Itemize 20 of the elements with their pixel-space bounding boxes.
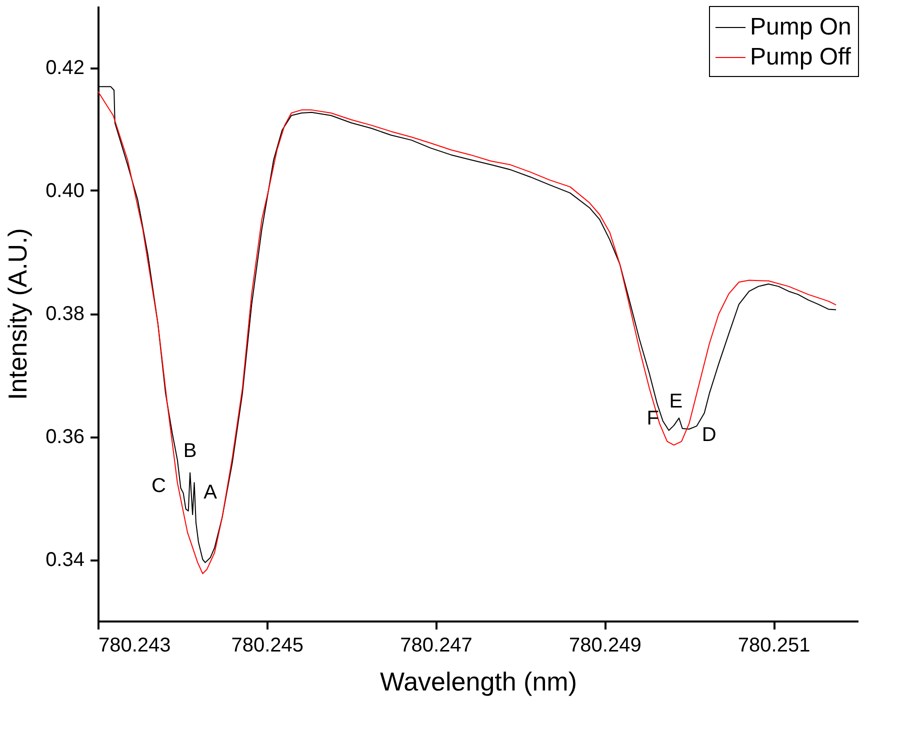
y-tick-label: 0.34 [46,549,84,571]
annotation: B [183,440,197,462]
annotation: D [702,424,716,446]
x-tick-label: 780.249 [569,634,642,656]
y-axis-title: Intensity (A.U.) [2,228,33,400]
y-tick-label: 0.36 [46,426,84,448]
annotation: E [669,390,683,412]
annotation: C [152,475,166,498]
x-tick-label: 780.247 [400,634,472,656]
x-tick-label: 780.243 [98,634,171,656]
y-tick-label: 0.38 [46,303,84,325]
x-axis-title: Wavelength (nm) [380,666,577,696]
x-tick-label: 780.245 [231,634,304,656]
y-tick-label: 0.42 [46,57,84,79]
legend-label: Pump On [750,14,852,40]
legend-label: Pump Off [750,44,852,70]
annotation: F [646,407,659,430]
y-tick-label: 0.40 [46,180,84,202]
x-tick-label: 780.251 [738,634,810,656]
annotation: A [204,482,218,504]
